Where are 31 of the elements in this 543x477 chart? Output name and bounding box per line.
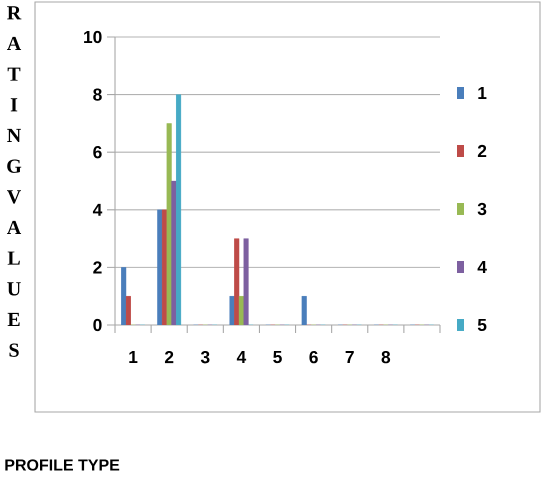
- y-tick-label: 2: [93, 261, 102, 274]
- bar: [126, 296, 131, 325]
- bar: [157, 210, 162, 325]
- x-tick-label: 3: [200, 351, 210, 364]
- x-tick-label: 4: [236, 351, 246, 363]
- x-tick-label: 8: [382, 351, 390, 364]
- bar: [244, 238, 249, 325]
- bar: [121, 267, 126, 325]
- y-tick-label: 10: [84, 30, 102, 44]
- bar: [166, 123, 172, 325]
- x-tick-label: 7: [346, 351, 354, 363]
- legend-label: 4: [478, 261, 487, 273]
- legend-label: 5: [478, 318, 486, 332]
- y-tick-label: 8: [93, 88, 102, 101]
- bar: [171, 180, 176, 325]
- bar: [238, 296, 244, 325]
- bar: [234, 238, 240, 325]
- bar: [176, 94, 182, 325]
- legend-label: 1: [478, 87, 486, 99]
- text: RATING VALUES: [6, 6, 22, 357]
- legend-label: 3: [478, 202, 486, 216]
- x-tick-label: 2: [164, 351, 174, 364]
- y-tick-label: 4: [92, 204, 102, 216]
- legend-label: 2: [478, 144, 486, 158]
- x-tick-label: 5: [273, 351, 282, 364]
- y-tick-label: 6: [93, 146, 102, 158]
- bar: [302, 296, 307, 325]
- text: PROFILE TYPE: [5, 459, 120, 471]
- x-tick-label: 6: [309, 351, 318, 364]
- x-tick-label: 1: [129, 351, 138, 363]
- y-tick-label: 0: [93, 318, 102, 332]
